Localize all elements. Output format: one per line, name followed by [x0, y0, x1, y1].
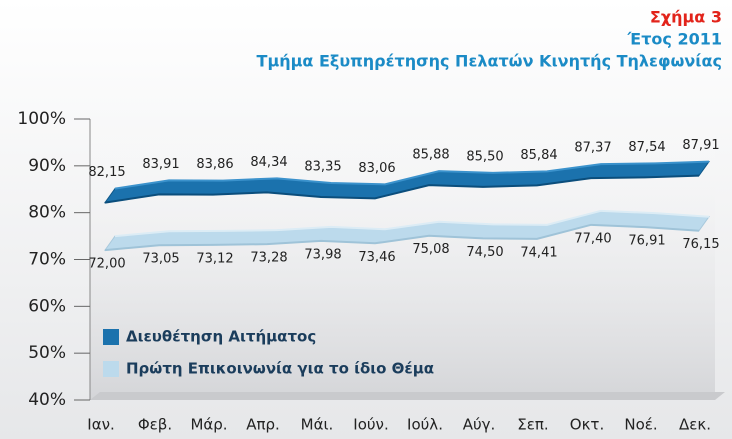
legend-label: Διευθέτηση Αιτήματος [126, 328, 316, 346]
value-label: 74,50 [466, 245, 503, 260]
value-label: 83,35 [304, 159, 341, 174]
legend-swatch [103, 361, 119, 377]
value-label: 85,88 [412, 148, 449, 163]
value-label: 77,40 [574, 231, 611, 246]
line [104, 174, 700, 204]
value-label: 75,08 [412, 242, 449, 257]
value-label: 87,91 [682, 138, 719, 153]
value-label: 87,54 [628, 140, 665, 155]
x-tick-label: Αύγ. [463, 416, 496, 434]
x-tick-label: Φεβ. [138, 416, 172, 434]
y-tick-label: 90% [28, 156, 66, 176]
x-tick-label: Ιούλ. [407, 416, 443, 434]
value-label: 74,41 [520, 245, 557, 260]
value-label: 76,15 [682, 237, 719, 252]
value-label: 76,91 [628, 234, 665, 249]
line [104, 223, 700, 252]
value-label: 73,28 [250, 251, 287, 266]
value-label: 83,86 [196, 157, 233, 172]
x-tick-label: Νοέ. [624, 416, 657, 434]
value-label: 73,05 [142, 252, 179, 267]
y-tick-label: 60% [28, 296, 66, 316]
y-tick-label: 80% [28, 203, 66, 223]
legend-label: Πρώτη Επικοινωνία για το ίδιο Θέμα [126, 360, 434, 378]
x-tick-label: Οκτ. [570, 416, 604, 434]
y-tick-label: 70% [28, 250, 66, 270]
chart-title: Σχήμα 3 [650, 8, 722, 27]
value-label: 72,00 [88, 257, 125, 272]
value-label: 83,91 [142, 157, 179, 172]
value-label: 85,84 [520, 148, 557, 163]
plot-wall [90, 110, 715, 400]
y-tick-label: 50% [28, 343, 66, 363]
x-tick-label: Σεπ. [517, 416, 548, 434]
value-label: 84,34 [250, 155, 287, 170]
ribbon-top [114, 209, 710, 238]
value-label: 73,46 [358, 250, 395, 265]
value-label: 73,12 [196, 251, 233, 266]
x-tick-label: Δεκ. [679, 416, 711, 434]
value-label: 87,37 [574, 141, 611, 156]
chart-subtitle: Έτος 2011 [627, 30, 722, 49]
x-tick-label: Απρ. [246, 416, 280, 434]
x-tick-label: Ιαν. [87, 416, 114, 434]
x-tick-label: Ιούν. [353, 416, 388, 434]
y-tick-label: 100% [17, 109, 66, 129]
value-label: 73,98 [304, 247, 341, 262]
x-tick-label: Μάρ. [190, 416, 227, 434]
x-tick-label: Μάι. [301, 416, 334, 434]
y-tick-label: 40% [28, 390, 66, 410]
plot-floor [90, 392, 725, 400]
legend-swatch [103, 329, 119, 345]
value-label: 83,06 [358, 161, 395, 176]
value-label: 85,50 [466, 149, 503, 164]
value-label: 82,15 [88, 165, 125, 180]
chart-subtitle: Τμήμα Εξυπηρέτησης Πελατών Κινητής Τηλεφ… [257, 52, 722, 71]
ribbon-top [114, 160, 710, 190]
